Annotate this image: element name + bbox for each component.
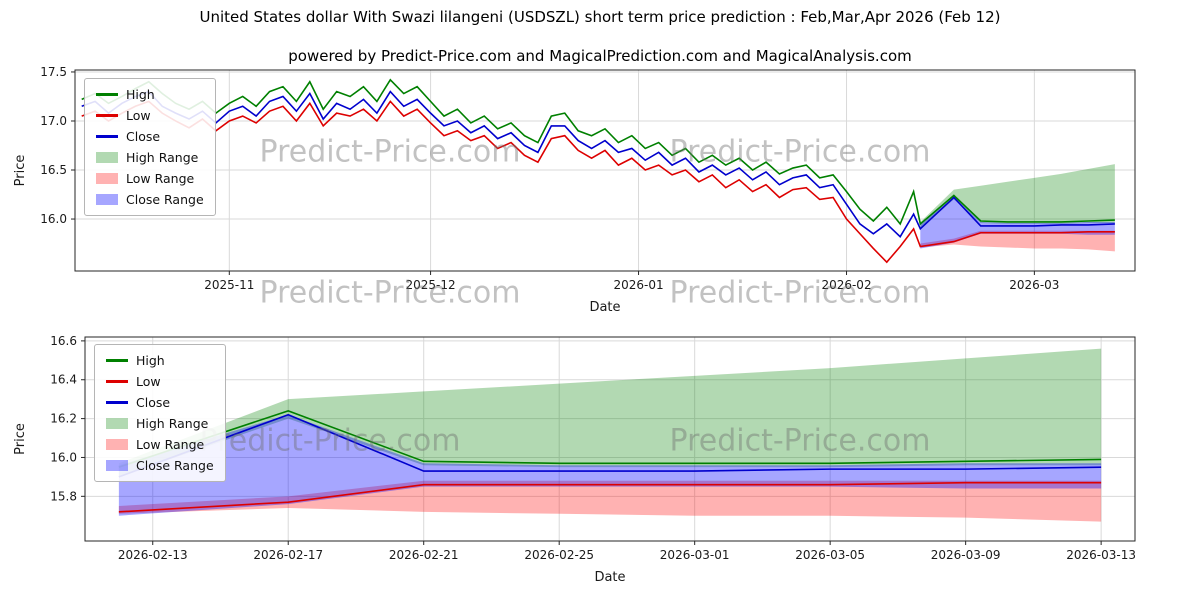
x-tick-label: 2025-11 <box>204 278 254 292</box>
axis-tick-labels: 15.8 16.0 16.2 16.4 16.6 2026-02-13 2026-02-17… <box>50 334 1136 562</box>
legend-item-low: Low <box>106 374 214 389</box>
gridlines <box>85 337 1135 541</box>
band-close-range <box>920 197 1115 249</box>
legend-swatch-close-range <box>106 460 128 471</box>
y-tick-label: 16.4 <box>50 373 77 387</box>
y-tick-label: 17.5 <box>40 65 67 79</box>
legend-label: Close <box>136 395 171 410</box>
axis-ticks <box>81 340 1102 545</box>
legend-item-high: High <box>96 87 204 102</box>
band-low-range <box>118 480 1102 522</box>
legend-label: Low <box>136 374 161 389</box>
range-bands <box>118 348 1102 522</box>
legend-swatch-high-range <box>106 418 128 429</box>
x-tick-label: 2026-01 <box>613 278 663 292</box>
x-tick-label: 2026-02-21 <box>389 548 459 562</box>
legend-swatch-close <box>106 401 128 404</box>
x-tick-label: 2026-03 <box>1009 278 1059 292</box>
series-high-line <box>81 78 1115 226</box>
legend-item-low-range: Low Range <box>106 437 214 452</box>
legend-swatch-low <box>96 114 118 117</box>
band-close-range <box>118 414 1102 516</box>
y-axis-label: Price <box>13 423 28 455</box>
series-lines <box>81 78 1115 264</box>
x-tick-label: 2026-02 <box>821 278 871 292</box>
y-tick-label: 16.5 <box>40 163 67 177</box>
y-tick-label: 16.6 <box>50 334 77 348</box>
series-close-line <box>81 90 1115 238</box>
legend-item-high: High <box>106 353 214 368</box>
legend-swatch-low-range <box>106 439 128 450</box>
x-axis-label: Date <box>594 570 625 585</box>
x-tick-label: 2026-03-01 <box>660 548 730 562</box>
legend-label: High Range <box>136 416 209 431</box>
legend-item-close-range: Close Range <box>96 192 204 207</box>
legend-label: Close Range <box>126 192 204 207</box>
y-tick-label: 16.0 <box>50 450 77 464</box>
legend-label: High <box>126 87 155 102</box>
x-tick-label: 2026-03-13 <box>1066 548 1136 562</box>
range-bands <box>920 164 1115 252</box>
x-axis-label: Date <box>589 300 620 315</box>
legend-label: Close <box>126 129 161 144</box>
legend-swatch-low-range <box>96 173 118 184</box>
legend-swatch-high-range <box>96 152 118 163</box>
legend-label: Low <box>126 108 151 123</box>
x-tick-label: 2026-02-13 <box>118 548 188 562</box>
legend-item-close: Close <box>96 129 204 144</box>
y-tick-label: 16.0 <box>40 212 67 226</box>
chart-history-and-forecast: 16.0 16.5 17.0 17.5 2025-11 2025-12 2026-01 202… <box>13 65 1136 315</box>
y-axis-label: Price <box>13 155 28 187</box>
legend-item-low: Low <box>96 108 204 123</box>
series-low-line <box>118 481 1102 513</box>
legend-swatch-close-range <box>96 194 118 205</box>
legend-swatch-low <box>106 380 128 383</box>
legend-item-high-range: High Range <box>96 150 204 165</box>
legend-label: Low Range <box>126 171 195 186</box>
band-high-range <box>118 348 1102 477</box>
series-close-line <box>118 413 1102 478</box>
legend-item-high-range: High Range <box>106 416 214 431</box>
axis-tick-labels: 16.0 16.5 17.0 17.5 2025-11 2025-12 2026-01 202… <box>40 65 1059 292</box>
legend-item-close: Close <box>106 395 214 410</box>
legend-label: Low Range <box>136 437 205 452</box>
legend-swatch-high <box>96 93 118 96</box>
y-tick-label: 15.8 <box>50 489 77 503</box>
series-low-line <box>81 100 1115 264</box>
figure-subtitle: powered by Predict-Price.com and Magical… <box>288 47 912 65</box>
y-tick-label: 16.2 <box>50 412 77 426</box>
plot-border <box>84 336 1136 542</box>
x-tick-label: 2026-03-09 <box>931 548 1001 562</box>
legend-swatch-high <box>106 359 128 362</box>
legend-swatch-close <box>96 135 118 138</box>
series-high-line <box>118 409 1102 468</box>
legend-label: Close Range <box>136 458 214 473</box>
chart-forecast-detail: 15.8 16.0 16.2 16.4 16.6 2026-02-13 2026-02-17… <box>13 334 1136 585</box>
legend-item-low-range: Low Range <box>96 171 204 186</box>
figure-title: United States dollar With Swazi lilangen… <box>199 8 1001 26</box>
series-lines <box>118 409 1102 513</box>
legend-item-close-range: Close Range <box>106 458 214 473</box>
legend-label: High Range <box>126 150 199 165</box>
x-tick-label: 2026-02-25 <box>524 548 594 562</box>
axis-ticks <box>71 71 1035 275</box>
legend-label: High <box>136 353 165 368</box>
y-tick-label: 17.0 <box>40 114 67 128</box>
legend-bottom-chart: High Low Close High Range Low Range Close Ran… <box>94 344 226 482</box>
x-tick-label: 2026-02-17 <box>253 548 323 562</box>
x-tick-label: 2025-12 <box>405 278 455 292</box>
legend-top-chart: High Low Close High Range Low Range Close Ran… <box>84 78 216 216</box>
x-tick-label: 2026-03-05 <box>795 548 865 562</box>
band-high-range <box>920 164 1115 229</box>
